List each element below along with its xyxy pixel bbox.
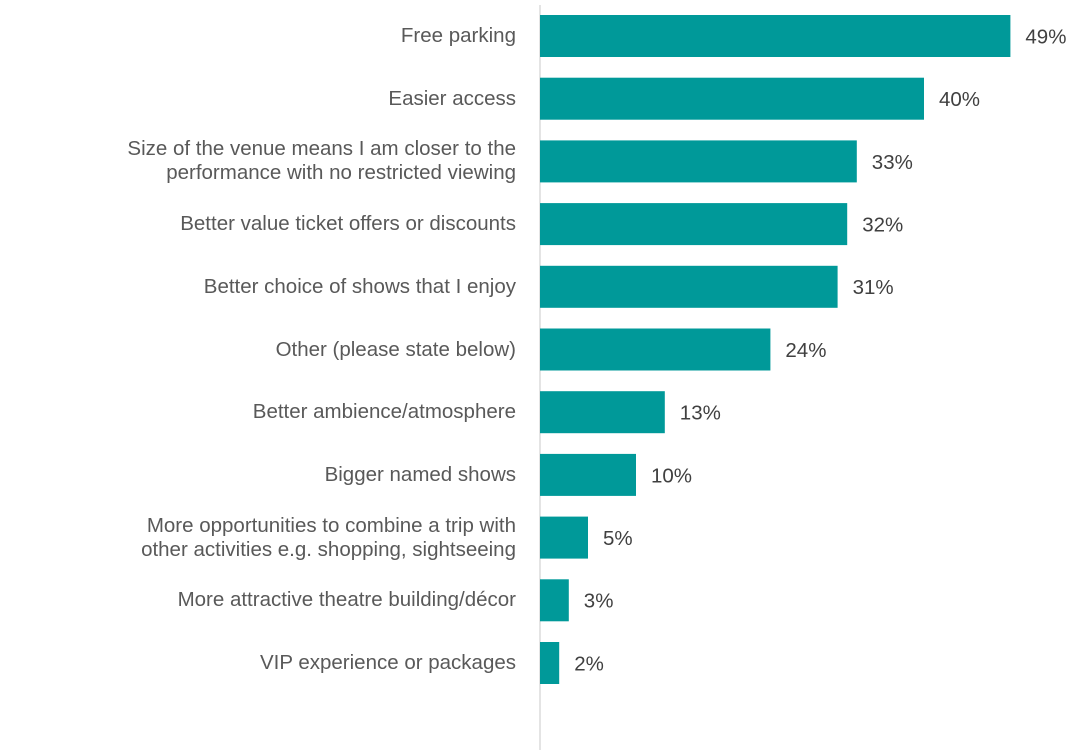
category-label: Better ambience/atmosphere [252, 400, 516, 424]
value-label: 13% [680, 402, 721, 425]
value-label: 31% [853, 276, 894, 299]
value-label: 10% [651, 464, 692, 487]
category-label: Size of the venue means I am closer to t… [127, 137, 516, 185]
bar [540, 579, 569, 622]
bar [540, 140, 857, 183]
bar [540, 77, 924, 120]
category-label: Easier access [388, 86, 516, 110]
category-label: More opportunities to combine a trip wit… [141, 513, 516, 561]
category-label: Better choice of shows that I enjoy [203, 274, 516, 298]
bar [540, 516, 588, 559]
category-label: Free parking [400, 24, 516, 47]
value-label: 3% [584, 590, 614, 613]
bar [540, 642, 560, 684]
value-label: 49% [1025, 25, 1066, 48]
bar [540, 453, 636, 496]
bar [540, 265, 838, 308]
bar [540, 203, 848, 246]
value-label: 33% [872, 151, 913, 174]
category-label: Other (please state below) [275, 337, 516, 361]
bar [540, 391, 665, 434]
category-label: Bigger named shows [324, 462, 516, 486]
value-label: 5% [603, 527, 633, 550]
value-label: 2% [574, 652, 604, 675]
bar [540, 328, 771, 371]
category-label: More attractive theatre building/décor [177, 588, 516, 612]
value-label: 32% [862, 214, 903, 237]
category-label: VIP experience or packages [259, 651, 516, 674]
value-label: 40% [939, 88, 980, 111]
value-label: 24% [785, 339, 826, 362]
bar [540, 15, 1011, 57]
category-label: Better value ticket offers or discounts [180, 212, 516, 236]
